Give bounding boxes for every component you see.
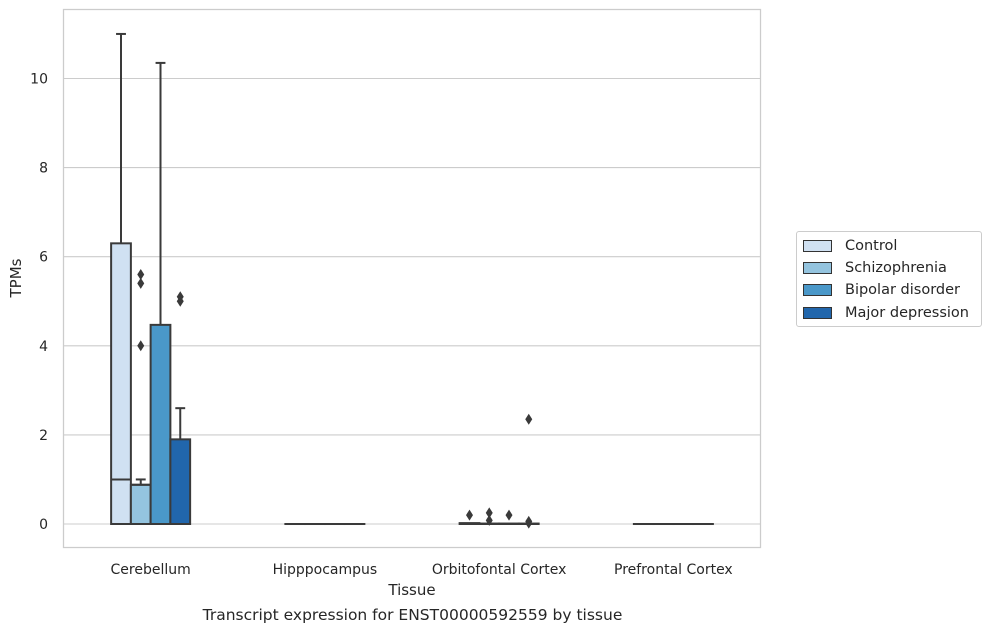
legend-label-bipolar-disorder: Bipolar disorder bbox=[845, 282, 960, 298]
box-control bbox=[458, 509, 481, 526]
y-tick-label: 10 bbox=[30, 72, 48, 88]
outlier-point bbox=[485, 514, 493, 526]
box-bipolar-disorder bbox=[149, 61, 172, 526]
box-bipolar-disorder bbox=[498, 509, 520, 526]
legend-item-control: Control bbox=[803, 236, 897, 256]
box-control bbox=[110, 32, 132, 526]
legend-label-control: Control bbox=[845, 238, 898, 254]
legend-label-schizophrenia: Schizophrenia bbox=[845, 260, 947, 276]
box-iqr bbox=[129, 483, 152, 525]
legend: Control Schizophrenia Bipolar disorder M… bbox=[796, 231, 982, 327]
box-major-depression bbox=[169, 291, 192, 526]
x-axis-ticks: Cerebellum Hipppocampus Orbitofontal Corte… bbox=[111, 562, 733, 578]
outlier-point bbox=[176, 295, 184, 307]
legend-label-major-depression: Major depression bbox=[845, 305, 969, 321]
legend-swatch-schizophrenia bbox=[803, 262, 832, 274]
y-tick-label: 8 bbox=[39, 161, 48, 177]
box-iqr bbox=[110, 242, 132, 526]
legend-swatch-major-depression bbox=[803, 307, 832, 319]
legend-item-schizophrenia: Schizophrenia bbox=[803, 258, 947, 278]
chart-title: Transcript expression for ENST0000059255… bbox=[202, 606, 623, 624]
outlier-point bbox=[137, 269, 145, 281]
y-axis-ticks: 0 2 4 6 8 10 bbox=[30, 72, 48, 534]
boxes bbox=[110, 32, 714, 529]
outlier-point bbox=[485, 507, 493, 519]
outlier-point bbox=[505, 509, 513, 521]
outlier-point bbox=[466, 509, 473, 521]
y-axis-label: TPMs bbox=[7, 258, 25, 298]
x-axis-label: Tissue bbox=[387, 581, 435, 599]
outlier-point bbox=[137, 277, 145, 289]
legend-swatch-control bbox=[803, 240, 832, 252]
y-tick-label: 0 bbox=[39, 517, 48, 533]
legend-item-bipolar-disorder: Bipolar disorder bbox=[803, 280, 960, 300]
plot-frame bbox=[62, 8, 762, 549]
box-schizophrenia bbox=[129, 269, 152, 525]
x-tick-label: Hipppocampus bbox=[273, 562, 378, 578]
x-tick-label: Prefrontal Cortex bbox=[614, 562, 733, 578]
x-tick-label: Orbitofontal Cortex bbox=[432, 562, 567, 578]
box-iqr bbox=[169, 438, 192, 526]
y-tick-label: 2 bbox=[39, 428, 48, 444]
outlier-point bbox=[525, 517, 533, 529]
y-tick-label: 6 bbox=[39, 250, 48, 266]
x-tick-label: Cerebellum bbox=[111, 562, 191, 578]
box-iqr bbox=[149, 323, 172, 526]
outlier-point bbox=[137, 340, 145, 352]
outlier-point bbox=[525, 413, 533, 425]
box-major-depression bbox=[517, 413, 540, 529]
y-tick-label: 4 bbox=[39, 339, 48, 355]
legend-swatch-bipolar-disorder bbox=[803, 284, 832, 296]
box-schizophrenia bbox=[478, 507, 501, 526]
legend-item-major-depression: Major depression bbox=[803, 303, 969, 323]
